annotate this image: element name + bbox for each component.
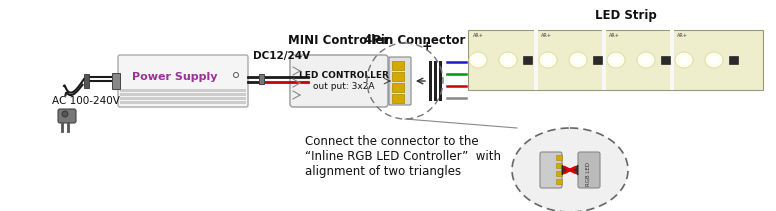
Ellipse shape [499, 52, 517, 68]
Text: alignment of two triangles: alignment of two triangles [305, 165, 461, 178]
Bar [556, 179, 562, 184]
Bar [259, 74, 264, 84]
Text: AR+: AR+ [473, 33, 484, 38]
Bar [534, 30, 538, 90]
Text: MINI Controller: MINI Controller [289, 34, 390, 47]
Ellipse shape [573, 55, 583, 65]
Text: RGB LED: RGB LED [587, 162, 591, 186]
FancyBboxPatch shape [540, 152, 562, 188]
Bar [392, 61, 404, 70]
Text: Connect the connector to the: Connect the connector to the [305, 135, 479, 148]
Text: AR+: AR+ [609, 33, 620, 38]
Bar [112, 73, 120, 89]
Bar [392, 94, 404, 103]
Circle shape [62, 111, 68, 117]
Ellipse shape [569, 52, 587, 68]
Polygon shape [572, 165, 578, 175]
Text: AC 100-240V: AC 100-240V [52, 96, 120, 106]
Ellipse shape [503, 55, 513, 65]
Bar [120, 89, 246, 92]
Text: LED CONTROLLER: LED CONTROLLER [299, 70, 389, 80]
Bar [84, 74, 89, 88]
Ellipse shape [469, 52, 487, 68]
Bar [429, 61, 432, 101]
Circle shape [234, 73, 238, 77]
Ellipse shape [709, 55, 719, 65]
Ellipse shape [539, 52, 557, 68]
Text: DC12/24V: DC12/24V [253, 51, 310, 61]
Bar [556, 163, 562, 168]
Text: +: + [421, 40, 432, 53]
Ellipse shape [512, 128, 628, 211]
Polygon shape [562, 165, 568, 175]
Ellipse shape [607, 52, 625, 68]
FancyBboxPatch shape [578, 152, 600, 188]
Ellipse shape [641, 55, 651, 65]
Text: Power Supply: Power Supply [132, 72, 218, 82]
FancyBboxPatch shape [290, 55, 388, 107]
Ellipse shape [637, 52, 655, 68]
Text: 4Pin Connector: 4Pin Connector [364, 34, 466, 47]
Bar [523, 56, 532, 64]
Ellipse shape [705, 52, 723, 68]
Bar [120, 97, 246, 100]
FancyBboxPatch shape [58, 109, 76, 123]
FancyBboxPatch shape [389, 57, 411, 105]
Bar [392, 72, 404, 81]
Bar [670, 30, 674, 90]
Bar [661, 56, 670, 64]
Ellipse shape [611, 55, 621, 65]
Bar [120, 101, 246, 104]
Text: AR+: AR+ [541, 33, 552, 38]
Ellipse shape [675, 52, 693, 68]
Bar [468, 30, 763, 90]
Bar [434, 61, 437, 101]
Ellipse shape [473, 55, 483, 65]
Bar [593, 56, 602, 64]
Ellipse shape [679, 55, 689, 65]
FancyBboxPatch shape [118, 55, 248, 107]
Text: LED Strip: LED Strip [594, 9, 656, 22]
Bar [602, 30, 606, 90]
Bar [120, 93, 246, 96]
Ellipse shape [543, 55, 553, 65]
Text: “Inline RGB LED Controller”  with: “Inline RGB LED Controller” with [305, 150, 501, 163]
Text: AR+: AR+ [677, 33, 688, 38]
Bar [556, 155, 562, 160]
Bar [392, 83, 404, 92]
Bar [439, 61, 442, 101]
Bar [556, 171, 562, 176]
Bar [729, 56, 738, 64]
Text: out put: 3x2A: out put: 3x2A [314, 81, 375, 91]
